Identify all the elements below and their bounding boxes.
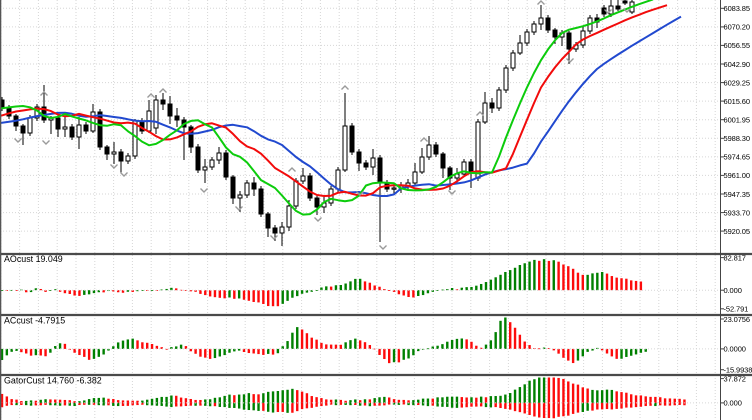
svg-text:5920.05: 5920.05 (724, 227, 750, 236)
svg-text:6001.95: 6001.95 (724, 116, 750, 125)
svg-text:82.817: 82.817 (724, 253, 746, 262)
svg-text:6029.25: 6029.25 (724, 78, 750, 87)
svg-text:5947.35: 5947.35 (724, 190, 750, 199)
svg-text:5961.00: 5961.00 (724, 171, 750, 180)
svg-text:0.0000: 0.0000 (724, 345, 746, 354)
svg-text:AOcust 19.049: AOcust 19.049 (4, 254, 63, 264)
svg-text:6083.85: 6083.85 (724, 4, 750, 13)
svg-text:6056.55: 6056.55 (724, 41, 750, 50)
svg-text:6070.20: 6070.20 (724, 23, 750, 32)
svg-text:5933.70: 5933.70 (724, 208, 750, 217)
svg-text:ACcust -4.7915: ACcust -4.7915 (4, 316, 65, 326)
svg-text:0.000: 0.000 (724, 286, 742, 295)
svg-text:-15.9938: -15.9938 (724, 366, 752, 375)
svg-text:37.872: 37.872 (724, 374, 746, 383)
svg-text:5974.65: 5974.65 (724, 153, 750, 162)
svg-text:6042.90: 6042.90 (724, 60, 750, 69)
svg-text:-52.791: -52.791 (724, 305, 749, 314)
svg-text:0.000: 0.000 (724, 399, 742, 408)
svg-text:GatorCust 14.760 -6.382: GatorCust 14.760 -6.382 (4, 376, 102, 386)
svg-text:6015.60: 6015.60 (724, 97, 750, 106)
svg-text:5988.30: 5988.30 (724, 134, 750, 143)
svg-text:23.0756: 23.0756 (724, 315, 750, 324)
